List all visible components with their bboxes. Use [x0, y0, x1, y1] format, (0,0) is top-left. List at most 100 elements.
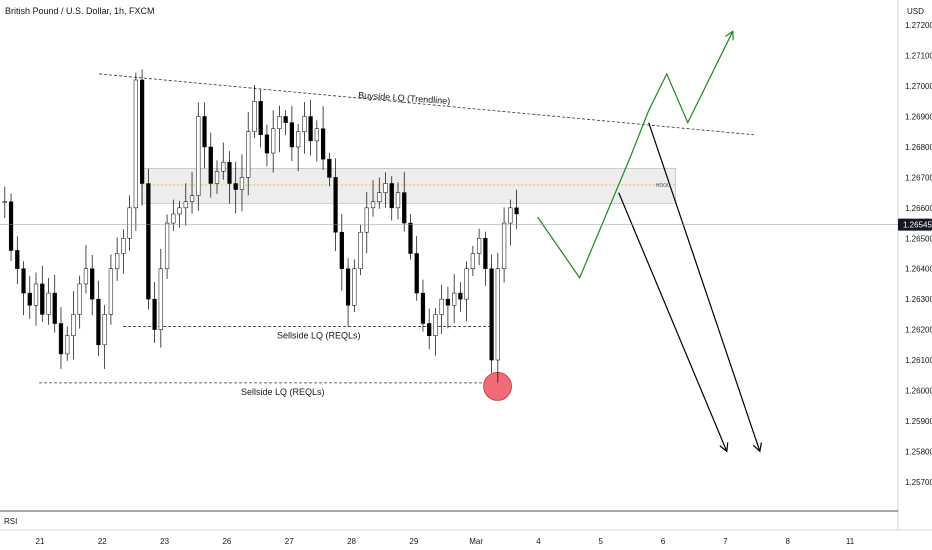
candle-body — [408, 222, 413, 254]
time-tick-label: 5 — [599, 537, 604, 546]
candle-body — [370, 201, 376, 209]
candle-body — [414, 253, 419, 294]
price-tick-label: 1.25800 — [905, 447, 932, 456]
time-tick-label: 6 — [661, 537, 666, 546]
candle-body — [308, 116, 313, 142]
candle-body — [65, 335, 70, 355]
time-tick-label: 4 — [536, 537, 541, 546]
price-tick-label: 1.26300 — [905, 295, 932, 304]
candle-body — [452, 292, 457, 306]
current-price-badge: 1.26545 — [898, 218, 932, 231]
candle-body — [227, 161, 232, 184]
candle-body — [389, 183, 394, 209]
candle-body — [395, 192, 401, 209]
price-tick-label: 1.27000 — [905, 82, 932, 91]
bearish-projection-arrow — [618, 192, 728, 452]
price-tick-label: 1.26800 — [905, 143, 932, 152]
time-tick-label: 28 — [347, 537, 356, 546]
time-tick-label: Mar — [469, 537, 483, 546]
candle-body — [458, 292, 463, 300]
candle-body — [83, 268, 89, 285]
candles-group — [2, 69, 519, 383]
candle-body — [252, 101, 257, 132]
candle-body — [352, 268, 357, 306]
price-tick-label: 1.26500 — [905, 234, 932, 243]
candle-body — [364, 207, 369, 233]
candle-body — [115, 253, 120, 269]
candle-body — [514, 207, 519, 215]
candle-body — [289, 122, 295, 148]
candle-body — [339, 231, 344, 269]
candle-body — [246, 131, 251, 178]
candle-body — [433, 314, 438, 336]
time-tick-label: 8 — [785, 537, 790, 546]
candle-body — [327, 158, 332, 178]
supply-zone-box — [140, 167, 677, 204]
candle-body — [377, 192, 382, 203]
candle-body — [302, 116, 307, 132]
time-tick-label: 21 — [36, 537, 45, 546]
buyside-liquidity-label: Buyside LQ (Trendline) — [358, 90, 451, 106]
time-tick-label: 11 — [846, 537, 855, 546]
candle-body — [233, 183, 238, 190]
candle-body — [239, 177, 245, 190]
price-tick-label: 1.26700 — [905, 173, 932, 182]
supply-zone-group — [140, 167, 677, 204]
candle-body — [271, 128, 276, 154]
candle-body — [277, 116, 282, 129]
candle-body — [21, 268, 26, 294]
candle-body — [171, 213, 176, 224]
candle-body — [46, 292, 51, 315]
bearish-projection-arrow — [648, 122, 761, 452]
candle-body — [464, 268, 469, 300]
projection-arrowhead — [752, 442, 762, 453]
candle-body — [495, 268, 500, 361]
candle-body — [427, 323, 432, 336]
sellside-liquidity-lower-label: Sellside LQ (REQLs) — [241, 387, 325, 397]
time-tick-label: 27 — [285, 537, 294, 546]
candle-body — [133, 79, 138, 209]
currency-label: USD — [907, 7, 924, 16]
candle-body — [108, 268, 114, 315]
price-tick-label: 1.26100 — [905, 356, 932, 365]
zone-label: HDOG — [656, 183, 671, 189]
projection-arrows-group — [537, 30, 762, 453]
price-tick-label: 1.27100 — [905, 52, 932, 61]
sellside-liquidity-upper-label: Sellside LQ (REQLs) — [277, 331, 361, 341]
time-tick-label: 26 — [222, 537, 231, 546]
time-tick-label: 29 — [409, 537, 418, 546]
candle-body — [15, 250, 20, 269]
price-tick-label: 1.26400 — [905, 265, 932, 274]
bullish-projection-path — [537, 31, 734, 280]
candle-body — [508, 207, 513, 224]
projection-arrowhead — [725, 30, 734, 41]
price-tick-label: 1.25700 — [905, 478, 932, 487]
candle-body — [439, 298, 444, 315]
candle-body — [345, 268, 351, 306]
price-tick-label: 1.26600 — [905, 204, 932, 213]
candle-body — [470, 253, 476, 269]
candle-body — [164, 222, 170, 269]
candle-body — [258, 101, 263, 136]
candle-body — [102, 314, 107, 346]
candle-body — [189, 195, 195, 203]
candle-body — [40, 283, 45, 315]
candle-body — [202, 116, 207, 148]
candle-body — [52, 292, 57, 324]
candle-body — [27, 292, 32, 306]
time-tick-label: 22 — [98, 537, 107, 546]
candle-body — [501, 222, 507, 269]
time-tick-label: 23 — [160, 537, 169, 546]
candle-body — [71, 314, 76, 336]
candle-body — [152, 298, 157, 330]
price-tick-label: 1.26200 — [905, 326, 932, 335]
candle-body — [214, 171, 220, 184]
candle-body — [146, 183, 151, 300]
candle-body — [139, 79, 145, 184]
candle-body — [483, 238, 488, 269]
candle-body — [383, 183, 388, 193]
rsi-label[interactable]: RSI — [4, 517, 17, 526]
price-tick-label: 1.26000 — [905, 386, 932, 395]
price-tick-label: 1.25900 — [905, 417, 932, 426]
candle-body — [314, 128, 319, 142]
